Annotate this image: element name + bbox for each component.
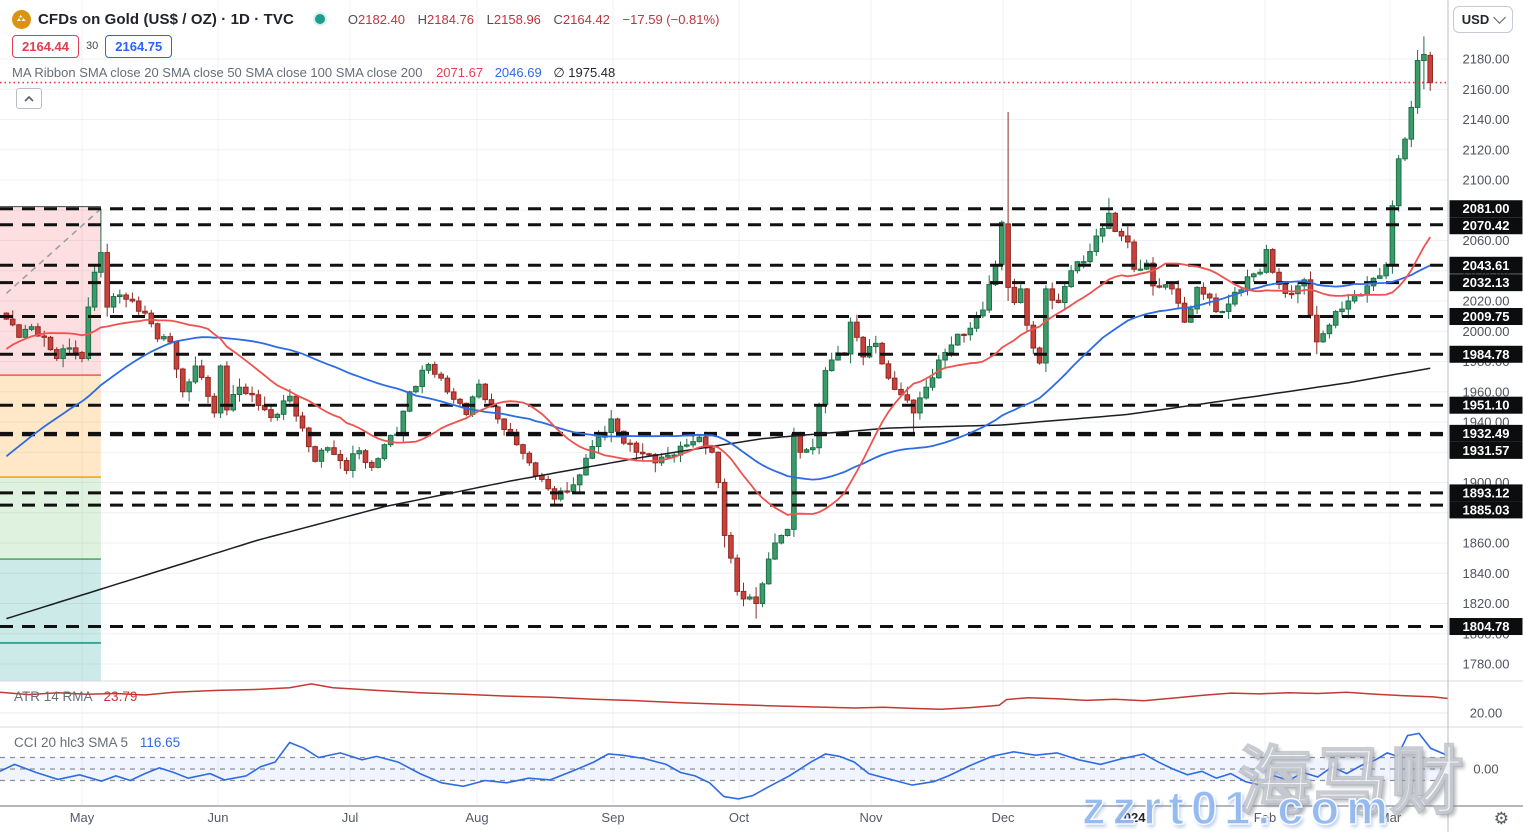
price-axis[interactable]: 2180.002160.002140.002120.002100.002080.… [1449,52,1523,777]
svg-text:2043.61: 2043.61 [1463,258,1510,273]
svg-text:1885.03: 1885.03 [1463,502,1510,517]
svg-text:2140.00: 2140.00 [1463,112,1510,127]
buy-button[interactable]: 2164.75 [105,34,173,58]
market-status-icon [314,14,325,24]
svg-text:1984.78: 1984.78 [1463,347,1510,362]
svg-text:1893.12: 1893.12 [1463,485,1510,500]
atr-value: 23.79 [103,689,138,704]
svg-text:2060.00: 2060.00 [1463,233,1510,248]
change-value: −17.59 (−0.81%) [622,11,720,27]
trade-buttons: 2164.44 30 2164.75 [12,34,173,58]
price-level-badge [1449,274,1523,292]
svg-text:2120.00: 2120.00 [1463,142,1510,157]
svg-text:2081.00: 2081.00 [1463,201,1510,216]
ma-ribbon-layer [5,236,1431,620]
svg-text:1960.00: 1960.00 [1463,384,1510,399]
price-level-badge [1449,618,1523,636]
cci-label: CCI 20 hlc3 SMA 5 [14,735,129,750]
svg-text:1860.00: 1860.00 [1463,536,1510,551]
time-axis-label: Feb [1254,810,1276,825]
svg-text:1951.10: 1951.10 [1463,398,1510,413]
time-axis[interactable]: May Jun Jul Aug Sep Oct Nov Dec 2024 Feb Mar [70,810,1402,825]
position-zones-layer [0,206,102,681]
open-label: O [347,11,359,27]
price-level-badge [1449,441,1523,459]
low-label: L [486,11,494,27]
candles-layer [3,36,1434,619]
gold-symbol-logo-icon [12,9,31,29]
svg-text:1932.49: 1932.49 [1463,426,1510,441]
chevron-down-icon [1493,11,1507,24]
open-value: 2182.40 [358,11,406,27]
time-axis-label: Aug [465,810,488,825]
currency-selector[interactable]: USD [1453,6,1513,33]
svg-text:2100.00: 2100.00 [1463,173,1510,188]
time-axis-label: Sep [601,810,624,825]
time-axis-label: Jul [342,810,359,825]
ma-fast-value: 2071.67 [436,65,484,80]
price-level-badge [1449,308,1523,326]
time-axis-label: Nov [859,810,883,825]
time-axis-label: Oct [729,810,750,825]
price-level-badge [1449,200,1523,218]
ohlc-readout: O2182.40 H2184.76 L2158.96 C2164.42 −17.… [348,12,720,27]
svg-text:2032.13: 2032.13 [1463,275,1510,290]
price-level-badge [1449,345,1523,363]
time-axis-label: May [70,810,95,825]
close-label: C [553,11,563,27]
high-label: H [417,11,428,27]
close-value: 2164.42 [562,11,610,27]
time-axis-label: Mar [1379,810,1402,825]
cci-status: CCI 20 hlc3 SMA 5 116.65 [14,735,180,750]
time-axis-label: Dec [991,810,1015,825]
price-level-badge [1449,501,1523,519]
price-level-badge [1449,484,1523,502]
ma-mid-value: 2046.69 [494,65,542,80]
atr-label: ATR 14 RMA [14,689,92,704]
currency-label: USD [1461,12,1490,27]
low-value: 2158.96 [493,11,541,27]
axis-settings-gear-icon[interactable]: ⚙ [1493,809,1509,828]
cci-value: 116.65 [139,735,181,750]
svg-text:1840.00: 1840.00 [1463,566,1510,581]
cci-pane [0,732,1448,800]
svg-text:2009.75: 2009.75 [1463,309,1510,324]
svg-text:2070.42: 2070.42 [1463,218,1510,233]
svg-text:1780.00: 1780.00 [1463,657,1510,672]
svg-text:1804.78: 1804.78 [1463,619,1510,634]
svg-text:2000.00: 2000.00 [1463,324,1510,339]
price-level-badge [1449,396,1523,414]
symbol-title[interactable]: CFDs on Gold (US$ / OZ) · 1D · TVC [38,10,294,28]
ma-ribbon-label: MA Ribbon SMA close 20 SMA close 50 SMA … [12,65,423,80]
symbol-header: CFDs on Gold (US$ / OZ) · 1D · TVC O2182… [12,8,719,30]
key-levels-layer [0,207,1448,629]
sell-button[interactable]: 2164.44 [12,34,79,58]
price-level-badge [1449,217,1523,235]
svg-text:2020.00: 2020.00 [1463,294,1510,309]
price-level-badge [1449,424,1523,442]
time-axis-label: Jun [208,810,229,825]
svg-text:0.00: 0.00 [1473,762,1498,777]
svg-text:2160.00: 2160.00 [1463,82,1510,97]
grid-layer [0,0,1448,806]
high-value: 2184.76 [427,11,475,27]
time-axis-label: 2024 [1117,810,1147,825]
atr-status: ATR 14 RMA 23.79 [14,689,137,704]
price-level-badge [1449,256,1523,274]
ma-ribbon-status: MA Ribbon SMA close 20 SMA close 50 SMA … [12,65,615,81]
atr-pane [0,683,1448,710]
svg-text:2180.00: 2180.00 [1463,52,1510,67]
svg-text:1931.57: 1931.57 [1463,443,1510,458]
svg-text:1820.00: 1820.00 [1463,596,1510,611]
svg-text:20.00: 20.00 [1470,706,1503,721]
collapse-indicators-button[interactable] [16,88,42,109]
spread-value: 30 [86,40,99,52]
ma-average-value: ∅ 1975.48 [553,65,616,80]
